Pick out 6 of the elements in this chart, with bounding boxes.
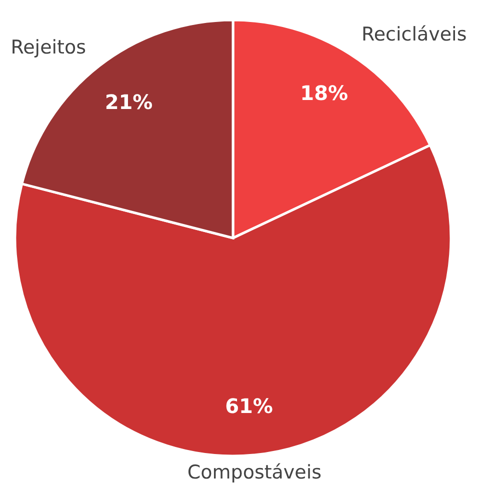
- slice-label: Compostáveis: [187, 462, 322, 484]
- slice-label: Rejeitos: [10, 36, 86, 59]
- data-label: 61%: [225, 394, 273, 418]
- data-label: 21%: [104, 90, 153, 114]
- data-label: 18%: [300, 80, 348, 105]
- slice-label: Recicláveis: [361, 24, 467, 46]
